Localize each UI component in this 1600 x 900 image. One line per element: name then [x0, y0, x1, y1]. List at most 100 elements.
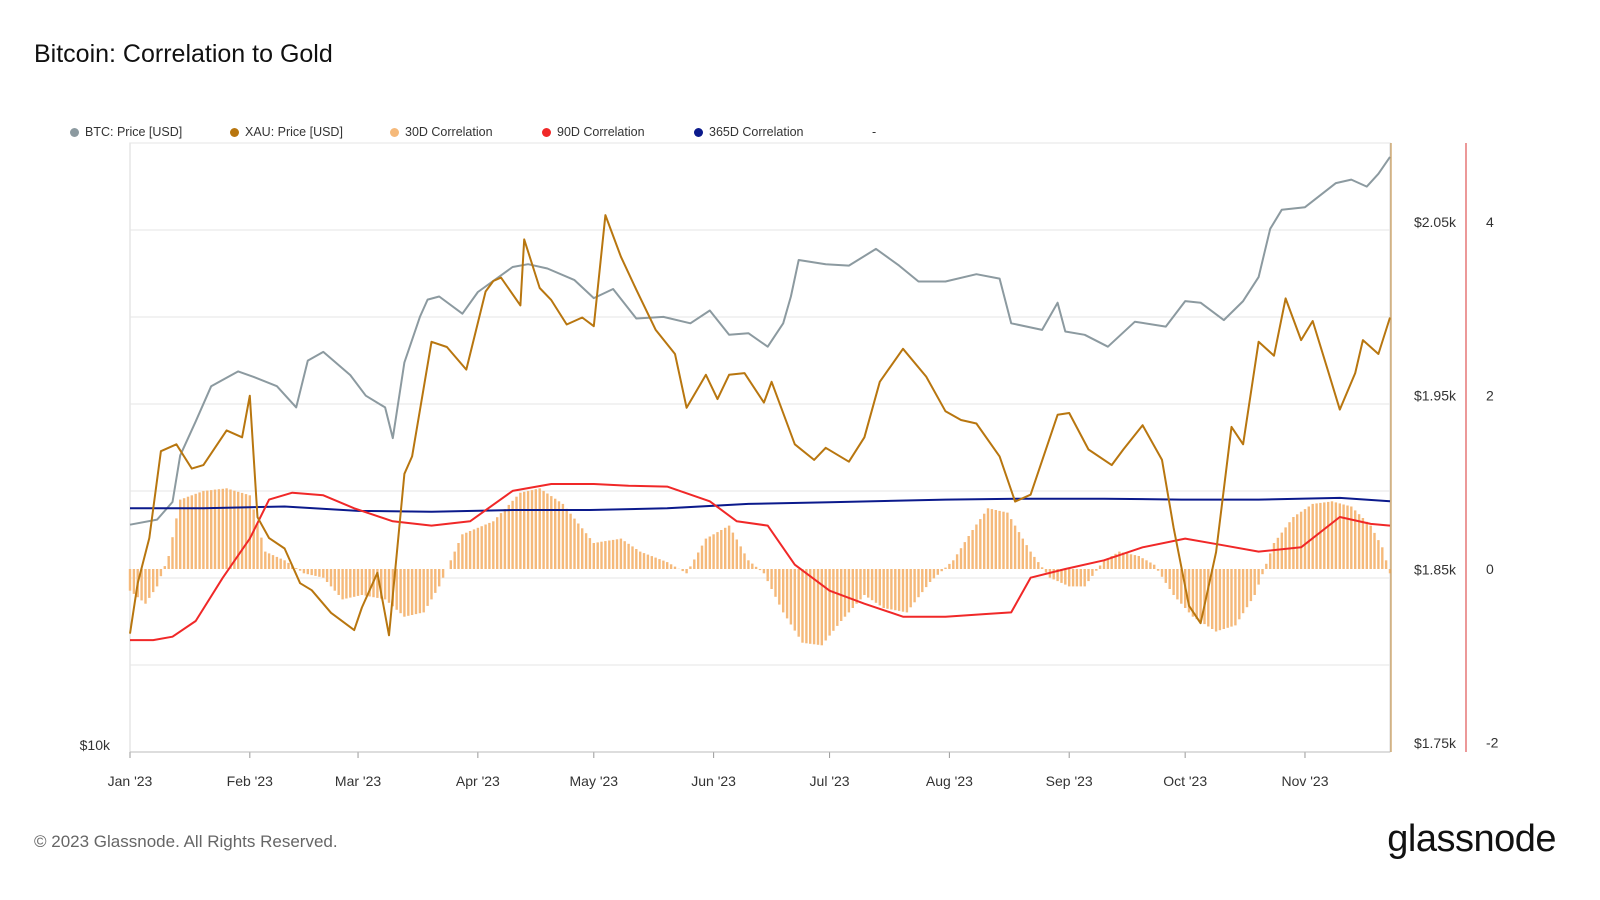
- corr-30d-bar: [917, 569, 920, 598]
- corr-30d-bar: [581, 528, 584, 569]
- corr-30d-bar: [739, 546, 742, 569]
- legend-item-30d[interactable]: 30D Correlation: [390, 125, 542, 139]
- corr-30d-bar: [155, 569, 159, 587]
- corr-30d-bar: [418, 569, 422, 614]
- corr-30d-bar: [1369, 525, 1372, 569]
- corr-30d-bar: [1156, 569, 1160, 571]
- corr-30d-bar: [948, 563, 951, 569]
- btc-axis-label: $10k: [80, 737, 111, 753]
- corr-30d-bar: [584, 533, 588, 569]
- corr-30d-bar: [1269, 553, 1272, 569]
- corr-30d-bar: [1129, 554, 1133, 569]
- corr-30d-bar: [886, 569, 889, 609]
- corr-30d-bar: [395, 569, 398, 610]
- corr-30d-bar: [1114, 553, 1117, 569]
- corr-30d-bar: [832, 569, 835, 631]
- corr-30d-bar: [202, 490, 205, 569]
- legend-dot-365d-icon: [694, 127, 703, 137]
- corr-30d-bar: [414, 569, 418, 615]
- corr-30d-bar: [1330, 501, 1334, 569]
- legend-label-xau: XAU: Price [USD]: [245, 125, 343, 139]
- corr-30d-bar: [697, 552, 700, 569]
- corr-30d-bar: [337, 569, 340, 595]
- corr-30d-bar: [438, 569, 441, 587]
- corr-30d-bar: [380, 569, 383, 599]
- corr-30d-bar: [669, 564, 673, 569]
- corr-30d-bar: [217, 489, 221, 569]
- corr-30d-bar: [329, 569, 333, 587]
- legend-item-extra[interactable]: -: [872, 125, 876, 139]
- corr-30d-bar: [1079, 569, 1082, 587]
- corr-30d-bar: [1346, 505, 1349, 569]
- corr-30d-bar: [1176, 569, 1179, 600]
- corr-30d-bar: [1044, 569, 1048, 573]
- x-tick-label: Jul '23: [810, 773, 850, 789]
- corr-30d-bar: [1211, 569, 1214, 629]
- corr-30d-bar: [1377, 540, 1380, 569]
- corr-30d-bar: [1327, 501, 1330, 569]
- grid-layer: [129, 142, 1391, 753]
- corr-30d-bar: [797, 569, 800, 637]
- legend-label-30d: 30D Correlation: [405, 125, 493, 139]
- corr-30d-bar: [878, 569, 881, 606]
- corr-30d-bar: [1071, 569, 1075, 587]
- corr-30d-bar: [526, 490, 530, 569]
- corr-30d-bar: [376, 569, 379, 598]
- corr-30d-bar: [782, 569, 785, 613]
- corr-30d-bar: [453, 551, 456, 569]
- corr-30d-bar: [422, 569, 425, 613]
- corr-30d-bar: [1040, 567, 1044, 569]
- corr-30d-bar: [1141, 558, 1144, 569]
- legend-item-365d[interactable]: 365D Correlation: [694, 125, 872, 139]
- corr-30d-bar: [1091, 569, 1094, 576]
- corr-30d-bar: [403, 569, 406, 617]
- 365d-correlation-line: [130, 496, 1391, 513]
- legend-item-90d[interactable]: 90D Correlation: [542, 125, 694, 139]
- corr-30d-bar: [623, 541, 626, 569]
- corr-30d-bar: [240, 492, 244, 569]
- legend-label-90d: 90D Correlation: [557, 125, 645, 139]
- corr-30d-bar: [770, 569, 773, 589]
- corr-30d-bar: [921, 569, 924, 593]
- corr-30d-bar: [426, 569, 429, 606]
- corr-30d-bar: [627, 543, 630, 569]
- legend-label-extra: -: [872, 125, 877, 139]
- corr-30d-bar: [523, 491, 526, 569]
- corr-30d-bar: [650, 556, 653, 569]
- corr-30d-bar: [1029, 551, 1032, 569]
- legend-item-xau[interactable]: XAU: Price [USD]: [230, 125, 390, 139]
- corr-30d-bar: [1261, 569, 1264, 575]
- x-tick-label: Feb '23: [227, 773, 273, 789]
- legend-item-btc[interactable]: BTC: Price [USD]: [70, 125, 230, 139]
- corr-30d-bar: [998, 510, 1001, 569]
- gold-axis-label: $2.05k: [1414, 214, 1457, 230]
- corr-30d-bar: [1292, 517, 1295, 569]
- corr-30d-bar: [1303, 509, 1307, 569]
- corr-30d-bar: [499, 513, 503, 569]
- x-tick-label: Mar '23: [335, 773, 381, 789]
- corr-30d-bar: [186, 496, 190, 569]
- corr-30d-bar: [1075, 569, 1079, 587]
- corr-30d-bar: [194, 493, 197, 569]
- corr-30d-bar: [441, 569, 445, 578]
- corr-30d-bar: [785, 569, 789, 619]
- corr-30d-bar: [468, 531, 472, 569]
- corr-axis-label: 2: [1486, 388, 1494, 404]
- corr-30d-bar: [642, 553, 646, 569]
- corr-30d-bar: [356, 569, 360, 596]
- corr-30d-bar: [530, 490, 534, 569]
- corr-30d-bar: [1187, 569, 1191, 613]
- corr-30d-bar: [1238, 569, 1241, 620]
- corr-30d-bar: [1017, 532, 1021, 569]
- corr-30d-bar: [190, 495, 193, 569]
- corr-30d-bar: [735, 539, 738, 569]
- corr-30d-bar: [449, 560, 452, 569]
- corr-30d-bar: [936, 569, 939, 575]
- corr-30d-bar: [496, 517, 499, 569]
- corr-30d-bar: [727, 525, 731, 569]
- corr-30d-bar: [306, 569, 309, 575]
- corr-30d-bar: [1021, 538, 1024, 569]
- corr-30d-bar: [484, 524, 487, 569]
- corr-30d-bar: [302, 569, 306, 574]
- corr-30d-bar: [206, 490, 209, 569]
